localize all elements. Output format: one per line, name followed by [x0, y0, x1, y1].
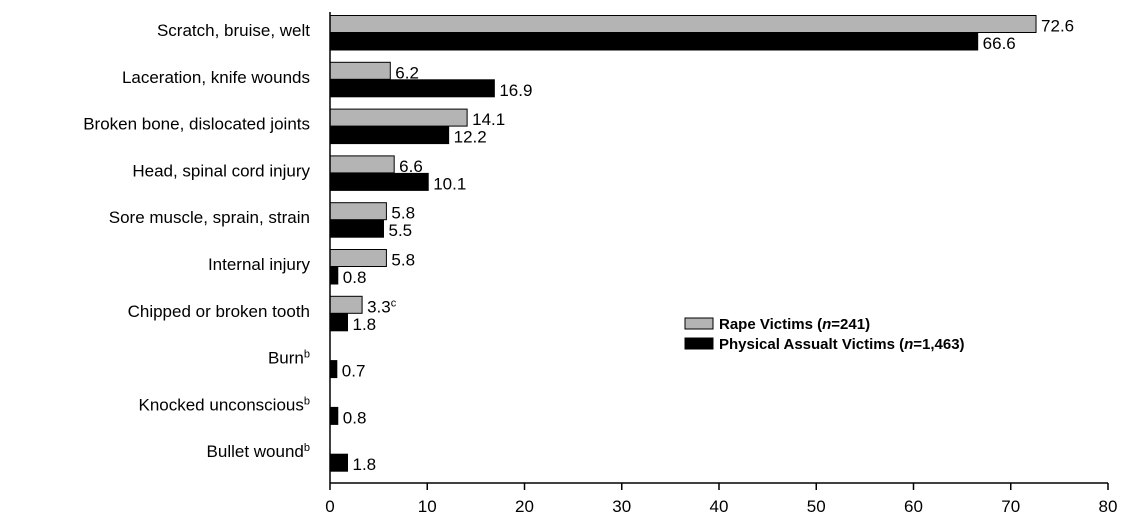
- category-label-chipped-or-broken-tooth: Chipped or broken tooth: [128, 302, 310, 321]
- bar-rape-chipped-or-broken-tooth: [329, 295, 363, 314]
- category-label-bullet-wound: Bullet woundb: [207, 442, 310, 461]
- x-tick-label: 10: [418, 497, 437, 516]
- bar-physical-assault-broken-bone-dislocated-joints: [329, 126, 450, 145]
- category-label-scratch-bruise-welt: Scratch, bruise, welt: [157, 21, 310, 40]
- value-label-physical-assault-internal-injury: 0.8: [343, 268, 367, 287]
- legend-label-rape: Rape Victims (n=241): [719, 316, 870, 333]
- value-label-rape-internal-injury: 5.8: [391, 251, 415, 270]
- value-label-physical-assault-sore-muscle-sprain-strain: 5.5: [388, 221, 412, 240]
- legend-swatch-rape: [684, 317, 714, 330]
- bar-physical-assault-head-spinal-cord-injury: [329, 172, 429, 191]
- bar-rape-internal-injury: [329, 249, 387, 267]
- category-label-head-spinal-cord-injury: Head, spinal cord injury: [132, 161, 310, 180]
- legend: Rape Victims (n=241) Physical Assualt Vic…: [684, 316, 965, 353]
- bar-physical-assault-bullet-wound: [329, 453, 349, 472]
- value-label-physical-assault-burn: 0.7: [342, 362, 366, 381]
- x-tick-label: 60: [904, 497, 923, 516]
- x-tick-label: 0: [325, 497, 334, 516]
- bar-rape-head-spinal-cord-injury: [329, 155, 395, 174]
- x-tick-label: 70: [1001, 497, 1020, 516]
- legend-label-physical-assault: Physical Assualt Victims (n=1,463): [719, 336, 965, 353]
- value-label-rape-broken-bone-dislocated-joints: 14.1: [472, 110, 505, 129]
- value-label-rape-laceration-knife-wounds: 6.2: [395, 63, 419, 82]
- value-label-physical-assault-knocked-unconscious: 0.8: [343, 408, 367, 427]
- value-label-physical-assault-broken-bone-dislocated-joints: 12.2: [454, 128, 487, 147]
- bar-rape-sore-muscle-sprain-strain: [329, 202, 387, 221]
- value-label-rape-head-spinal-cord-injury: 6.6: [399, 157, 423, 176]
- x-tick-label: 50: [807, 497, 826, 516]
- x-tick-label: 30: [612, 497, 631, 516]
- value-label-physical-assault-scratch-bruise-welt: 66.6: [983, 34, 1016, 53]
- value-label-rape-scratch-bruise-welt: 72.6: [1041, 17, 1074, 36]
- legend-swatch-physical-assault: [684, 337, 714, 350]
- bar-physical-assault-burn: [329, 360, 338, 379]
- category-label-knocked-unconscious: Knocked unconsciousb: [138, 395, 310, 414]
- value-label-physical-assault-laceration-knife-wounds: 16.9: [499, 81, 532, 100]
- value-label-physical-assault-head-spinal-cord-injury: 10.1: [433, 174, 466, 193]
- category-label-internal-injury: Internal injury: [208, 255, 311, 274]
- value-label-rape-sore-muscle-sprain-strain: 5.8: [391, 204, 415, 223]
- bar-physical-assault-internal-injury: [329, 266, 339, 285]
- value-label-physical-assault-chipped-or-broken-tooth: 1.8: [353, 315, 377, 334]
- category-label-broken-bone-dislocated-joints: Broken bone, dislocated joints: [83, 115, 310, 134]
- category-label-burn: Burnb: [268, 349, 310, 368]
- x-tick-label: 40: [710, 497, 729, 516]
- x-tick-label: 80: [1099, 497, 1118, 516]
- value-label-rape-chipped-or-broken-tooth: 3.3c: [367, 297, 397, 316]
- bars-layer: [329, 15, 1037, 472]
- labels-layer: Scratch, bruise, welt 72.6 66.6 Laceration,…: [83, 17, 1074, 475]
- value-label-physical-assault-bullet-wound: 1.8: [353, 455, 377, 474]
- bar-rape-laceration-knife-wounds: [329, 61, 391, 80]
- category-label-laceration-knife-wounds: Laceration, knife wounds: [122, 68, 310, 87]
- bar-physical-assault-knocked-unconscious: [329, 406, 339, 425]
- x-axis: 0 10 20 30 40 50 60 70 80: [325, 12, 1117, 516]
- bar-physical-assault-scratch-bruise-welt: [329, 32, 979, 51]
- bar-physical-assault-chipped-or-broken-tooth: [329, 313, 349, 332]
- x-tick-label: 20: [515, 497, 534, 516]
- bar-physical-assault-laceration-knife-wounds: [329, 79, 495, 98]
- bar-rape-broken-bone-dislocated-joints: [329, 108, 468, 127]
- category-label-sore-muscle-sprain-strain: Sore muscle, sprain, strain: [109, 208, 310, 227]
- bar-physical-assault-sore-muscle-sprain-strain: [329, 219, 384, 238]
- bar-rape-scratch-bruise-welt: [329, 15, 1037, 33]
